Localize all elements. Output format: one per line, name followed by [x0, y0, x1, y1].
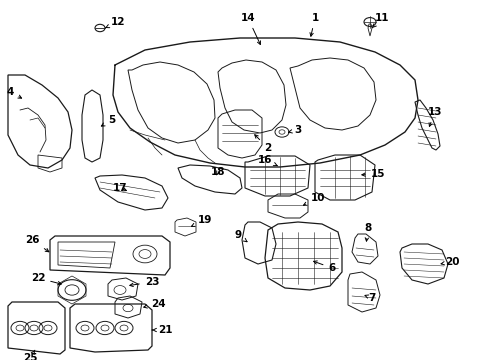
Text: 8: 8: [364, 223, 371, 241]
Text: 17: 17: [112, 183, 127, 193]
Text: 3: 3: [288, 125, 301, 135]
Text: 20: 20: [440, 257, 458, 267]
Text: 18: 18: [210, 167, 225, 177]
Text: 2: 2: [254, 135, 271, 153]
Text: 12: 12: [105, 17, 125, 28]
Text: 11: 11: [371, 13, 388, 28]
Text: 19: 19: [191, 215, 212, 226]
Text: 24: 24: [143, 299, 165, 309]
Text: 15: 15: [361, 169, 385, 179]
Text: 21: 21: [152, 325, 172, 335]
Text: 10: 10: [303, 193, 325, 205]
Text: 13: 13: [427, 107, 441, 126]
Text: 4: 4: [6, 87, 21, 98]
Text: 16: 16: [257, 155, 277, 166]
Text: 22: 22: [31, 273, 61, 285]
Text: 5: 5: [101, 115, 115, 126]
Text: 14: 14: [240, 13, 260, 45]
Text: 25: 25: [23, 350, 37, 360]
Text: 1: 1: [309, 13, 318, 36]
Text: 7: 7: [364, 293, 375, 303]
Text: 6: 6: [313, 261, 335, 273]
Text: 9: 9: [234, 230, 246, 242]
Text: 26: 26: [25, 235, 49, 252]
Text: 23: 23: [129, 277, 159, 287]
